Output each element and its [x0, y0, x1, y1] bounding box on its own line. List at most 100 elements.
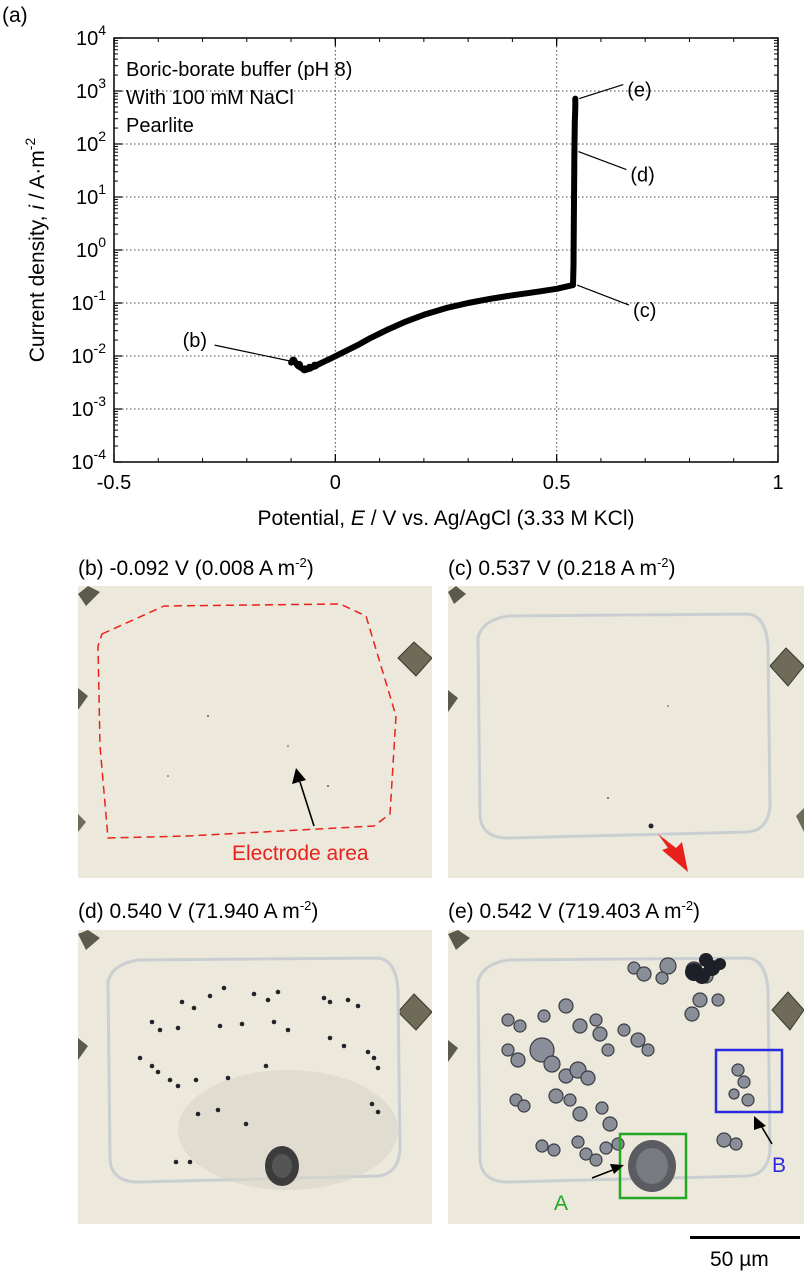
pit — [225, 1075, 231, 1081]
pit — [375, 1065, 381, 1071]
pit — [341, 1043, 347, 1049]
scale-bar — [690, 1236, 800, 1239]
pit-cluster — [699, 953, 713, 967]
pit — [548, 1088, 564, 1104]
pit — [535, 1139, 549, 1153]
pit — [371, 1055, 377, 1061]
y-tick-label: 10-1 — [71, 287, 106, 315]
annotation-label: (c) — [633, 300, 656, 322]
panel-label-a: (a) — [2, 4, 28, 27]
pit — [345, 997, 351, 1003]
pit — [655, 971, 669, 985]
pit — [563, 1093, 577, 1107]
pit — [187, 1159, 193, 1165]
micrograph-e: A B — [448, 930, 804, 1224]
current-density-curve — [288, 95, 579, 373]
box-b-label: B — [772, 1154, 786, 1177]
y-tick-label: 10-4 — [71, 446, 106, 474]
indent-mark-bottom-right — [796, 808, 804, 832]
indent-mark-left — [448, 1040, 458, 1062]
box-b — [714, 1048, 784, 1114]
chart-legend: Boric-borate buffer (pH 8) With 100 mM Na… — [126, 59, 352, 137]
annotation-label: (e) — [627, 80, 651, 102]
pit — [375, 1109, 381, 1115]
y-tick-label: 103 — [76, 75, 106, 103]
indent-mark-right — [769, 647, 804, 687]
x-tick-label: 0 — [330, 472, 341, 494]
pit — [239, 1021, 245, 1027]
pit — [728, 1088, 740, 1100]
pit — [737, 1075, 751, 1089]
pit-cluster — [714, 958, 726, 970]
micrograph-c — [448, 586, 804, 878]
indent-mark-right — [397, 993, 432, 1031]
pit — [149, 1063, 155, 1069]
chart-gridlines — [114, 38, 778, 462]
indent-mark-top-left — [448, 930, 470, 950]
pit — [191, 1005, 197, 1011]
x-tick-label: -0.5 — [97, 472, 131, 494]
y-tick-label: 10-2 — [71, 340, 106, 368]
y-tick-label: 101 — [76, 181, 106, 209]
annotation-label: (d) — [630, 165, 654, 187]
pit — [572, 1018, 588, 1034]
pit — [580, 1070, 596, 1086]
pit — [243, 1121, 249, 1127]
pit — [137, 1055, 143, 1061]
indent-mark-left — [78, 688, 88, 710]
caption-b: (b) -0.092 V (0.008 A m-2) — [78, 555, 314, 580]
pit — [155, 1069, 161, 1075]
indent-mark-left — [448, 690, 458, 712]
legend-line: With 100 mM NaCl — [126, 87, 294, 109]
pit — [193, 1077, 199, 1083]
x-tick-label: 1 — [772, 472, 783, 494]
indent-mark-top-left — [448, 586, 466, 604]
pit — [636, 966, 652, 982]
pit — [692, 992, 708, 1008]
arrow-b — [759, 1123, 773, 1145]
pit — [589, 1013, 603, 1027]
pit — [327, 1035, 333, 1041]
pit — [611, 1137, 625, 1151]
chart-annotations: (b) (c) (d) (e) — [183, 80, 656, 362]
pit — [195, 1111, 201, 1117]
pit — [215, 1107, 221, 1113]
indent-mark-right — [771, 991, 804, 1031]
pit — [271, 1019, 277, 1025]
pit — [595, 1101, 609, 1115]
pit — [179, 999, 185, 1005]
electrode-outline-faint — [476, 956, 772, 1184]
pit — [601, 1043, 615, 1057]
pit — [741, 1093, 755, 1107]
pit — [285, 1027, 291, 1033]
pit — [221, 985, 227, 991]
pit — [731, 1063, 745, 1077]
indent-mark-right — [397, 641, 432, 677]
pit — [265, 997, 271, 1003]
pits-e — [501, 953, 755, 1167]
pit — [513, 1019, 527, 1033]
pit — [711, 993, 725, 1007]
pit — [263, 1063, 269, 1069]
annotation-arrow — [579, 84, 624, 100]
y-tick-label: 104 — [76, 22, 106, 50]
pit — [716, 1132, 732, 1148]
pit — [207, 993, 213, 999]
x-axis-label-prefix: Potential, — [257, 507, 350, 530]
indent-mark-bottom-left — [78, 814, 86, 832]
pit — [501, 1043, 515, 1057]
x-axis-label-suffix: / V vs. Ag/AgCl (3.33 M KCl) — [365, 507, 635, 530]
pit — [617, 1023, 631, 1037]
pit — [543, 1055, 561, 1073]
annotation-label: (b) — [183, 330, 207, 352]
pit — [641, 1043, 655, 1057]
electrode-arrow — [299, 781, 315, 827]
scale-bar-label: 50 µm — [710, 1248, 769, 1271]
pit — [599, 1141, 613, 1155]
pit — [327, 999, 333, 1005]
data-point — [295, 360, 304, 369]
pit — [537, 1009, 551, 1023]
annotation-arrow — [576, 284, 630, 306]
pit — [217, 1023, 223, 1029]
